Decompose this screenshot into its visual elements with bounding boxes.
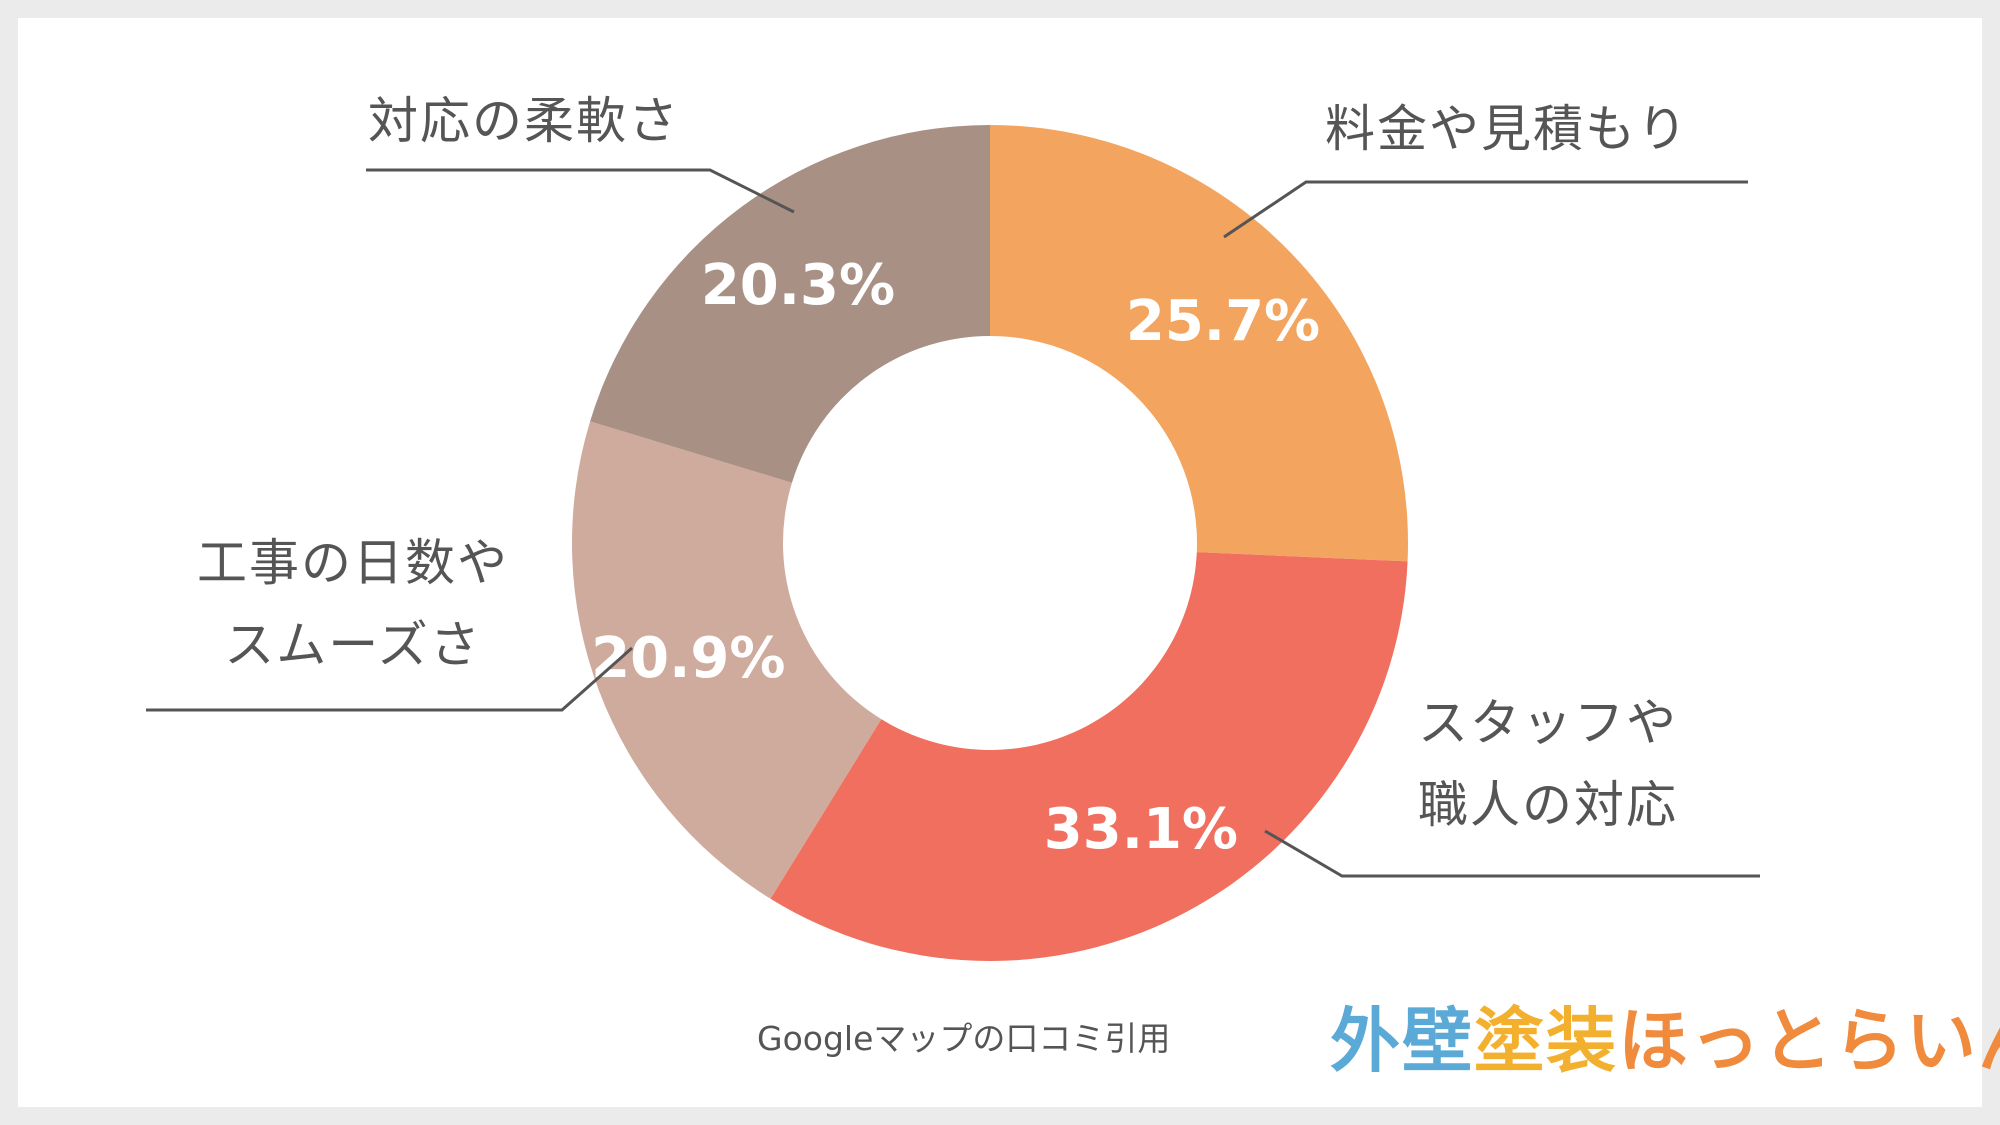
donut-slice-schedule xyxy=(572,421,882,899)
category-label-schedule: 工事の日数や スムーズさ xyxy=(197,534,509,674)
leader-line-schedule xyxy=(146,646,633,712)
donut-slice-staff xyxy=(770,552,1408,962)
category-label-flexibility: 対応の柔軟さ xyxy=(368,92,680,150)
data-label-schedule: 20.9% xyxy=(591,626,785,691)
logo-part-2: 塗装 xyxy=(1474,1000,1618,1082)
category-label-fees: 料金や見積もり xyxy=(1325,100,1689,158)
leader-line-fees xyxy=(1223,180,1748,239)
logo-part-1: 外壁 xyxy=(1330,1000,1474,1082)
data-label-staff: 33.1% xyxy=(1044,797,1238,862)
brand-logo: 外壁塗装ほっとらいん xyxy=(1330,985,2000,1086)
source-note: Googleマップの口コミ引用 xyxy=(757,1019,1171,1058)
logo-part-3: ほっとらいん xyxy=(1618,1000,2000,1082)
donut-slice-flexibility xyxy=(590,125,990,483)
data-label-fees: 25.7% xyxy=(1126,289,1320,354)
donut-slice-fees xyxy=(990,125,1409,562)
leader-line-flexibility xyxy=(366,168,795,214)
leader-line-staff xyxy=(1264,829,1760,878)
data-label-flexibility: 20.3% xyxy=(701,253,895,318)
category-label-staff: スタッフや 職人の対応 xyxy=(1418,694,1678,834)
